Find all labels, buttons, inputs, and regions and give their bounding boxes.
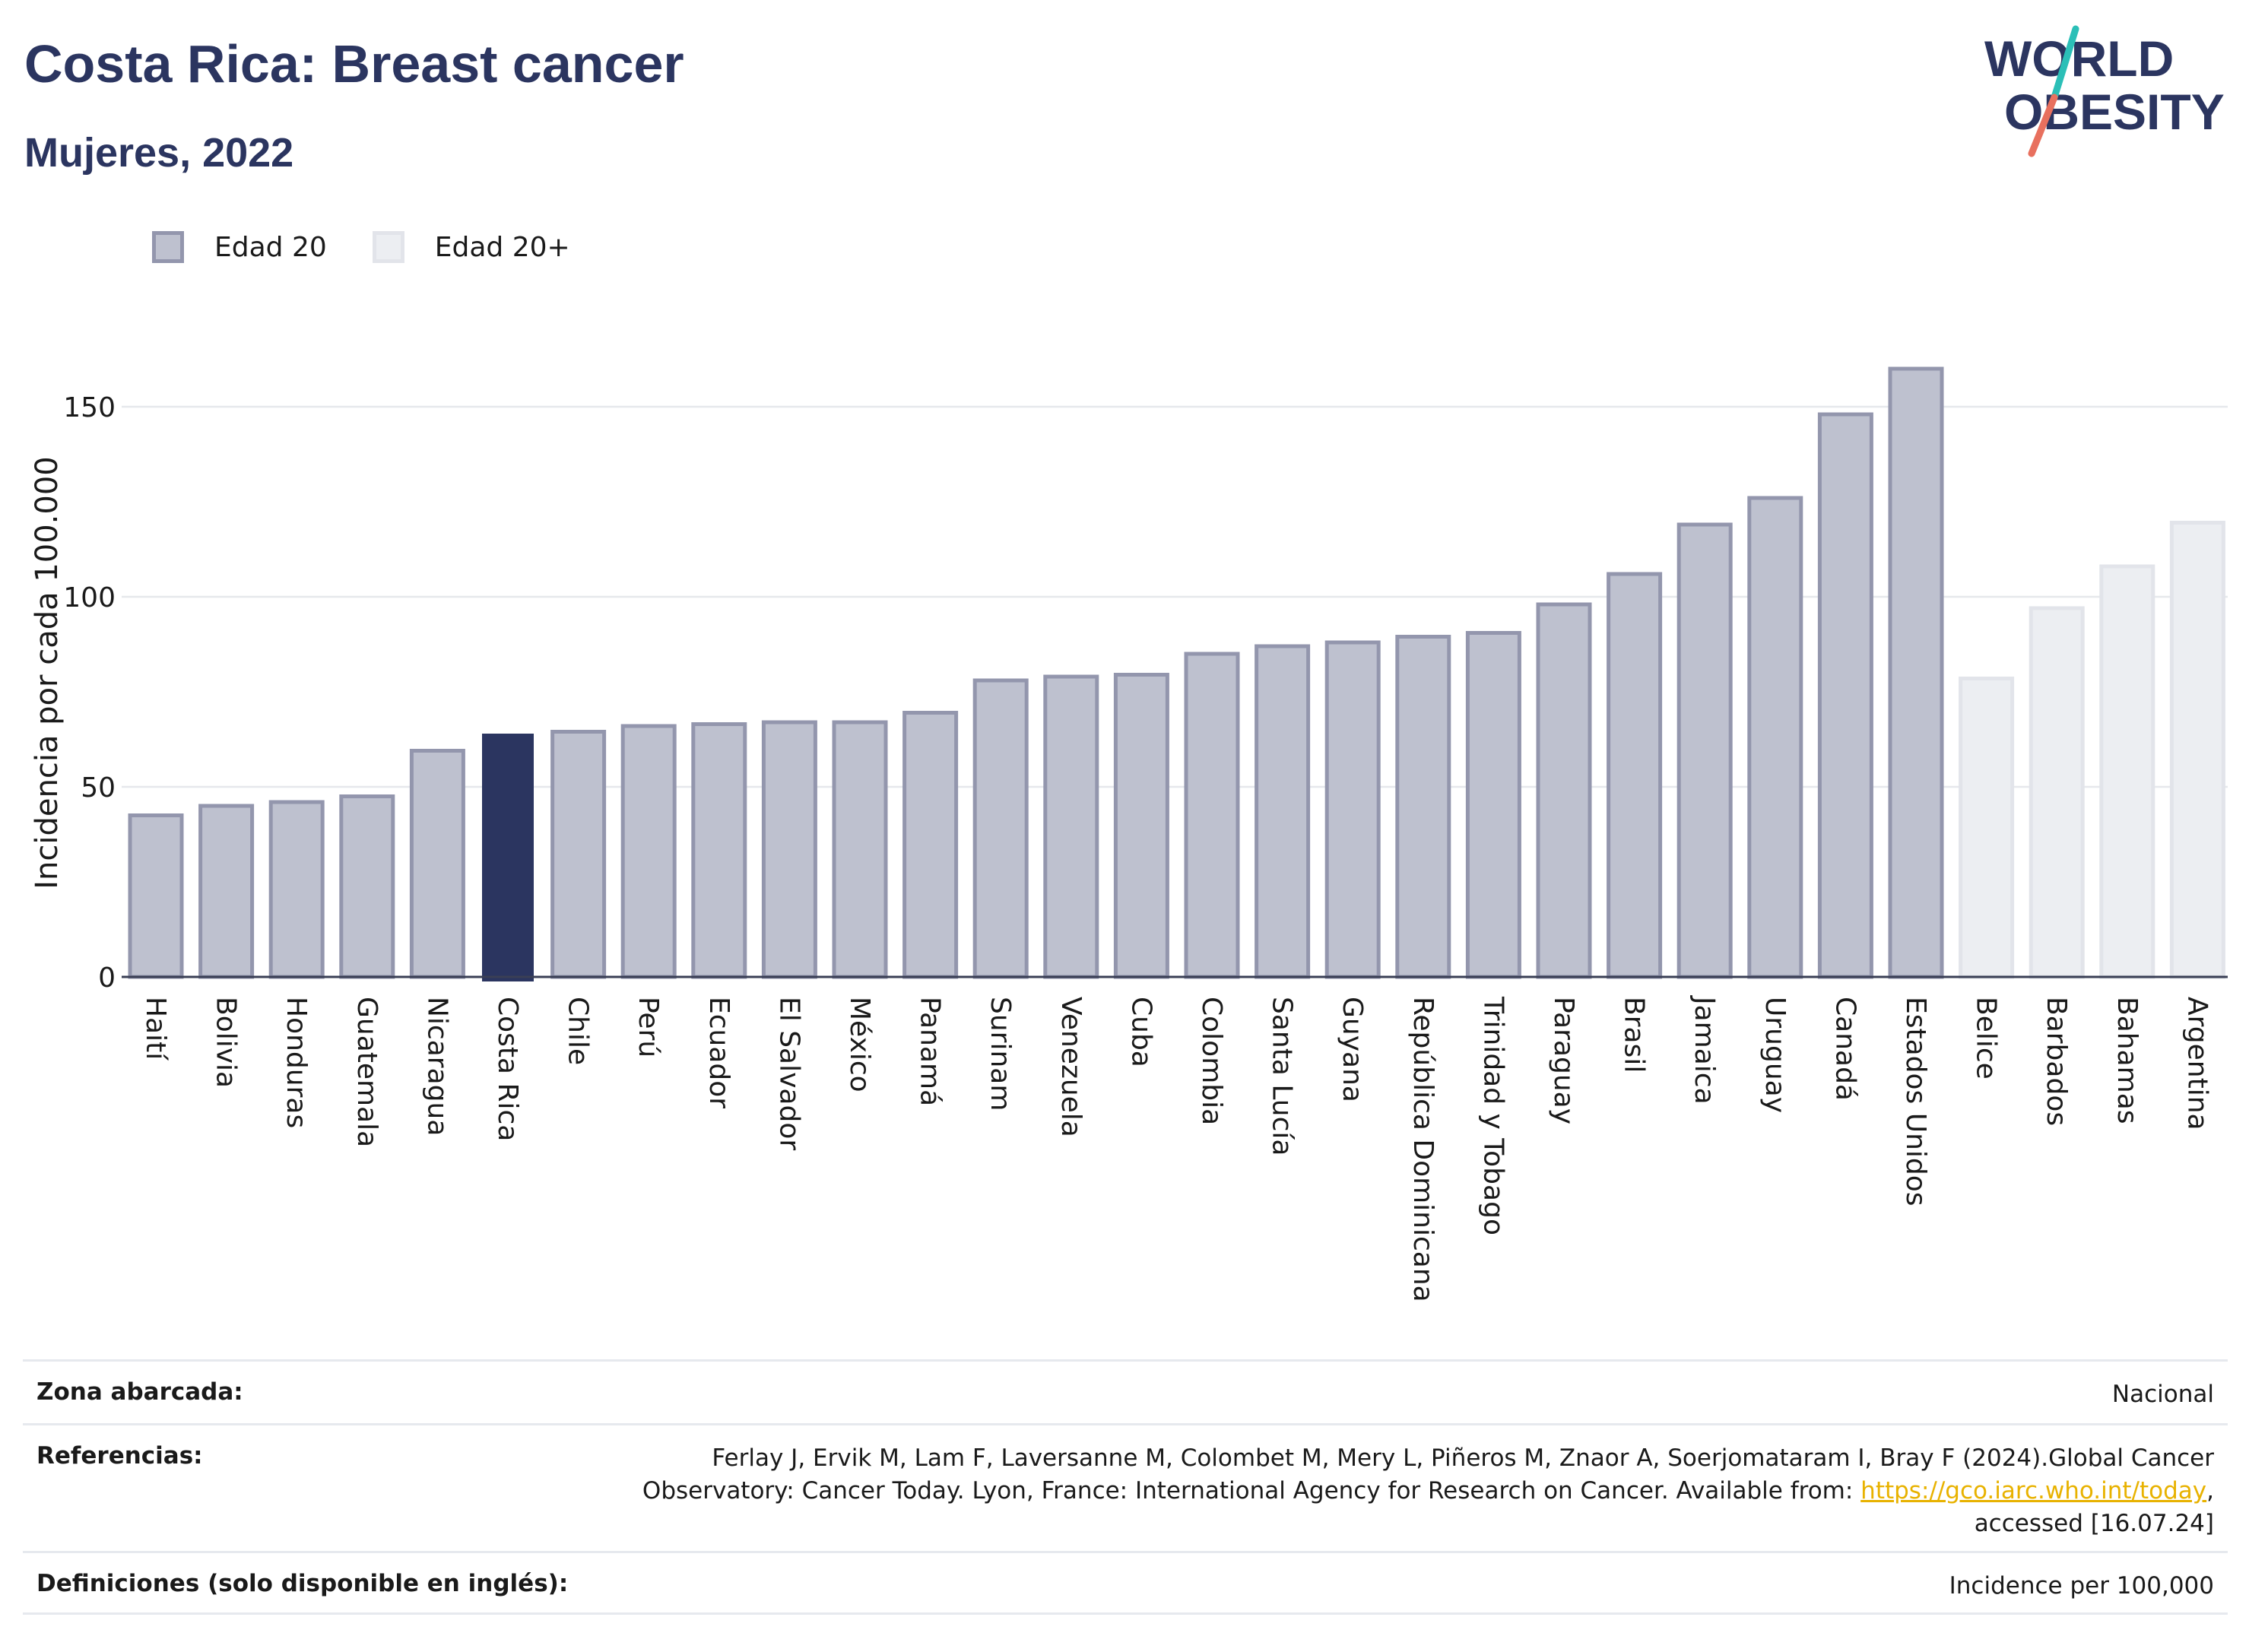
logo-word-world: WORLD [1984,30,2174,87]
x-tick-label: Argentina [2181,997,2213,1130]
bar-bolivia[interactable] [198,804,255,979]
legend-label-edad-20-plus: Edad 20+ [434,231,570,263]
x-tick-label: Panamá [915,997,946,1106]
x-tick-label: Haití [140,997,171,1061]
x-tick-label: México [844,997,875,1092]
bar-jamaica[interactable] [1676,522,1733,979]
x-tick-label: El Salvador [773,997,804,1150]
info-row-referencias: Referencias: Ferlay J, Ervik M, Lam F, L… [23,1423,2228,1551]
bar-bahamas[interactable] [2099,564,2155,979]
bar-nicaragua[interactable] [409,749,465,979]
x-tick-label: Paraguay [1548,997,1579,1124]
bar-costa-rica[interactable] [482,734,534,981]
bar-santa-lucía[interactable] [1255,644,1311,979]
y-tick-label: 150 [63,392,116,423]
referencias-line-2: Observatory: Cancer Today. Lyon, France:… [642,1477,1861,1505]
chart-subtitle: Mujeres, 2022 [24,130,294,176]
bar-belice[interactable] [1959,677,2015,979]
referencias-line-1: Ferlay J, Ervik M, Lam F, Laversanne M, … [712,1444,2214,1472]
bar-argentina[interactable] [2169,521,2225,979]
bar-uruguay[interactable] [1747,496,1803,979]
x-tick-label: Trinidad y Tobago [1477,996,1508,1235]
bar-ecuador[interactable] [691,722,747,979]
x-tick-label: Bolivia [211,997,242,1088]
x-tick-label: Costa Rica [492,997,523,1141]
bars [128,366,2225,981]
x-tick-label: Ecuador [703,997,734,1108]
legend-label-edad-20: Edad 20 [214,231,327,263]
bar-guyana[interactable] [1324,640,1381,979]
bar-estados-unidos[interactable] [1888,366,1944,979]
bar-honduras[interactable] [268,800,325,979]
x-tick-label: Bahamas [2111,997,2143,1124]
x-tick-label: Nicaragua [421,997,452,1136]
grid-lines [122,405,2228,788]
x-tick-label: Santa Lucía [1267,997,1298,1156]
x-tick-label: Venezuela [1055,997,1086,1137]
legend-swatch-edad-20-plus [372,231,404,263]
legend-item-edad-20[interactable]: Edad 20 [152,231,327,263]
x-tick-label: Chile [563,997,594,1065]
x-tick-label: Barbados [2041,997,2072,1126]
bar-república-dominicana[interactable] [1395,635,1451,979]
legend-swatch-edad-20 [152,231,184,263]
definiciones-label: Definiciones (solo disponible en inglés)… [36,1570,569,1597]
legend-item-edad-20-plus[interactable]: Edad 20+ [372,231,570,263]
bar-surinam[interactable] [972,678,1029,979]
x-tick-label: Belice [1971,997,2002,1080]
bar-perú[interactable] [620,724,677,979]
x-tick-label: Jamaica [1689,995,1720,1105]
logo-slash-teal [2051,25,2079,101]
bar-cuba[interactable] [1113,673,1169,979]
bar-méxico[interactable] [832,720,888,979]
referencias-comma: , [2206,1477,2214,1505]
bar-paraguay[interactable] [1536,602,1592,979]
x-tick-label: Guatemala [351,997,382,1147]
x-tick-label: Brasil [1619,997,1650,1073]
y-tick-label: 0 [98,962,116,994]
y-axis-title: Incidencia por cada 100.000 [30,456,65,889]
bar-guatemala[interactable] [339,794,395,979]
zona-label: Zona abarcada: [36,1378,243,1406]
referencias-line-3: accessed [16.07.24] [1974,1510,2214,1537]
x-tick-label: República Dominicana [1407,997,1439,1302]
bar-el-salvador[interactable] [761,720,817,979]
bar-venezuela[interactable] [1043,674,1099,979]
x-tick-label: Canadá [1829,997,1860,1101]
bar-trinidad-y-tobago[interactable] [1465,631,1521,979]
bar-panamá[interactable] [902,711,959,979]
referencias-label: Referencias: [36,1442,203,1470]
x-tick-label: Cuba [1125,997,1156,1067]
y-tick-label: 50 [81,772,116,804]
tick-labels: 0 50 100 150 Incidencia por cada 100.000 Hait… [30,392,2213,1302]
bar-chile[interactable] [550,730,607,979]
y-tick-label: 100 [63,582,116,614]
zona-value: Nacional [2111,1381,2214,1408]
info-row-definiciones: Definiciones (solo disponible en inglés)… [23,1551,2228,1615]
referencias-link[interactable]: https://gco.iarc.who.int/today [1860,1477,2207,1505]
bar-barbados[interactable] [2029,606,2085,979]
x-tick-label: Honduras [281,997,312,1128]
logo-slash-coral [2028,94,2058,157]
bar-haití[interactable] [128,813,184,979]
x-tick-label: Colombia [1196,997,1227,1125]
x-tick-label: Uruguay [1759,997,1791,1113]
x-tick-label: Guyana [1337,997,1368,1102]
x-tick-label: Estados Unidos [1900,997,1931,1206]
info-row-zona: Zona abarcada: Nacional [23,1359,2228,1423]
chart-title: Costa Rica: Breast cancer [24,34,684,94]
bar-chart: 0 50 100 150 Incidencia por cada 100.000 Hait… [30,366,2228,1302]
definiciones-value: Incidence per 100,000 [1949,1572,2214,1600]
x-tick-label: Surinam [985,997,1016,1111]
bar-colombia[interactable] [1184,652,1240,979]
chart-legend: Edad 20 Edad 20+ [152,227,616,268]
x-tick-label: Perú [633,997,664,1057]
world-obesity-logo: WORLD OBESITY [1984,25,2225,157]
bar-canadá[interactable] [1817,412,1873,979]
info-table: Zona abarcada: Nacional Referencias: Fer… [23,1359,2228,1615]
bar-brasil[interactable] [1607,572,1663,979]
referencias-value: Ferlay J, Ervik M, Lam F, Laversanne M, … [642,1442,2228,1540]
